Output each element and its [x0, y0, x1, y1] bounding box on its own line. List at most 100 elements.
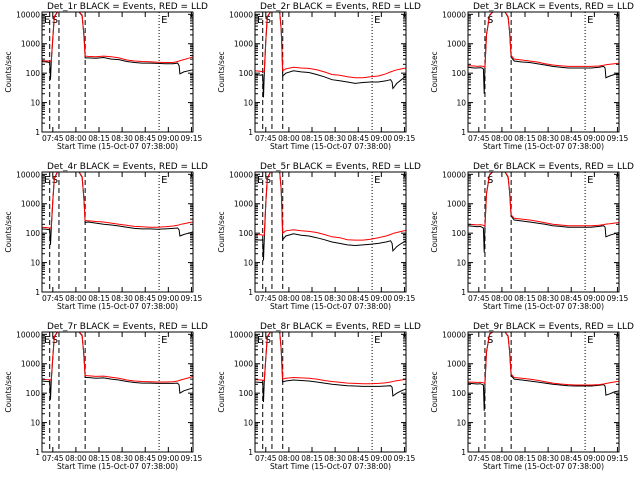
x-tick-label: 08:30: [537, 134, 559, 143]
y-tick-label: 1000: [21, 40, 40, 49]
x-tick-label: 08:00: [491, 294, 513, 303]
x-tick-label: 08:30: [537, 294, 559, 303]
y-axis-label: Counts/sec: [4, 371, 13, 412]
y-tick-label: 100: [452, 229, 467, 238]
chart-title: Det_2r BLACK = Events, RED = LLD: [260, 2, 421, 12]
x-tick-label: 08:30: [111, 454, 133, 463]
event-marker-label: E: [587, 175, 593, 186]
y-tick-label: 1000: [21, 360, 40, 369]
y-tick-label: 10000: [229, 170, 253, 179]
y-tick-label: 10: [243, 259, 253, 268]
x-axis-label: Start Time (15-Oct-07 07:38:00): [270, 302, 391, 311]
event-marker-label: S: [52, 15, 58, 26]
x-tick-label: 08:00: [491, 134, 513, 143]
y-tick-label: 100: [26, 389, 41, 398]
x-tick-label: 08:45: [347, 134, 369, 143]
y-tick-label: 1000: [234, 200, 253, 209]
y-tick-label: 10: [30, 259, 40, 268]
series-line-events: [255, 12, 406, 98]
y-tick-label: 1: [248, 128, 253, 137]
series-line-events: [42, 12, 193, 80]
y-tick-label: 10000: [229, 330, 253, 339]
plot-frame: [41, 171, 194, 293]
event-marker-label: E: [161, 175, 167, 186]
y-tick-label: 10: [30, 419, 40, 428]
x-tick-label: 08:45: [134, 134, 156, 143]
x-tick-label: 09:00: [584, 294, 606, 303]
y-tick-label: 10: [243, 99, 253, 108]
chart-panel-6: Det_6r BLACK = Events, RED = LLD S E 1 10 100…: [430, 162, 634, 311]
chart-title: Det_8r BLACK = Events, RED = LLD: [260, 322, 421, 332]
y-tick-label: 1: [248, 448, 253, 457]
event-marker-label: S: [487, 15, 493, 26]
x-tick-label: 09:00: [158, 454, 180, 463]
series-line-lld: [42, 172, 193, 229]
x-tick-label: 08:00: [65, 454, 87, 463]
chart-panel-3: Det_3r BLACK = Events, RED = LLD S E 1 10 100…: [430, 2, 634, 151]
event-marker-label: S: [487, 175, 493, 186]
x-tick-label: 08:45: [347, 294, 369, 303]
y-tick-label: 1: [35, 288, 40, 297]
x-tick-label: 09:15: [181, 454, 203, 463]
y-tick-label: 100: [26, 229, 41, 238]
x-tick-label: 07:45: [468, 294, 490, 303]
x-axis-label: Start Time (15-Oct-07 07:38:00): [57, 302, 178, 311]
y-tick-label: 10: [456, 259, 466, 268]
y-tick-label: 1000: [234, 360, 253, 369]
y-tick-label: 10000: [229, 10, 253, 19]
series-line-lld: [468, 332, 619, 386]
y-tick-label: 10: [30, 99, 40, 108]
event-marker-label: S: [265, 175, 271, 186]
plot-frame: [41, 331, 194, 453]
x-tick-label: 08:15: [88, 134, 110, 143]
plot-frame: [254, 171, 407, 293]
x-tick-label: 09:00: [371, 454, 393, 463]
x-tick-label: 09:00: [371, 134, 393, 143]
x-tick-label: 08:00: [65, 294, 87, 303]
x-tick-label: 09:15: [607, 294, 629, 303]
series-line-lld: [42, 332, 193, 383]
x-tick-label: 08:15: [301, 454, 323, 463]
y-tick-label: 10000: [442, 330, 466, 339]
y-tick-label: 100: [452, 389, 467, 398]
x-axis-label: Start Time (15-Oct-07 07:38:00): [483, 462, 604, 471]
chart-title: Det_6r BLACK = Events, RED = LLD: [473, 162, 634, 172]
x-tick-label: 07:45: [255, 454, 277, 463]
x-tick-label: 08:45: [134, 454, 156, 463]
x-tick-label: 09:15: [607, 134, 629, 143]
x-tick-label: 07:45: [42, 134, 64, 143]
y-axis-label: Counts/sec: [430, 211, 439, 252]
y-tick-label: 100: [452, 69, 467, 78]
x-tick-label: 08:15: [88, 294, 110, 303]
series-line-events: [255, 332, 406, 403]
series-group: [468, 172, 619, 253]
plot-frame: [467, 331, 620, 453]
event-marker-label: E: [257, 15, 263, 26]
x-tick-label: 08:45: [560, 294, 582, 303]
x-tick-label: 08:15: [88, 454, 110, 463]
plot-frame: [41, 11, 194, 133]
y-tick-label: 10: [456, 99, 466, 108]
event-marker-label: E: [374, 15, 380, 26]
x-tick-label: 07:45: [42, 454, 64, 463]
series-line-lld: [255, 332, 406, 385]
y-tick-label: 10000: [16, 330, 40, 339]
event-marker-label: E: [44, 15, 50, 26]
x-tick-label: 08:15: [301, 294, 323, 303]
x-tick-label: 08:00: [278, 134, 300, 143]
x-tick-label: 08:00: [491, 454, 513, 463]
series-line-events: [255, 172, 406, 261]
x-tick-label: 08:30: [324, 294, 346, 303]
y-tick-label: 1: [461, 448, 466, 457]
x-tick-label: 08:45: [560, 454, 582, 463]
x-tick-label: 09:15: [394, 454, 416, 463]
x-axis-label: Start Time (15-Oct-07 07:38:00): [270, 462, 391, 471]
y-tick-label: 1: [248, 288, 253, 297]
series-line-events: [468, 172, 619, 253]
plot-frame: [254, 11, 407, 133]
